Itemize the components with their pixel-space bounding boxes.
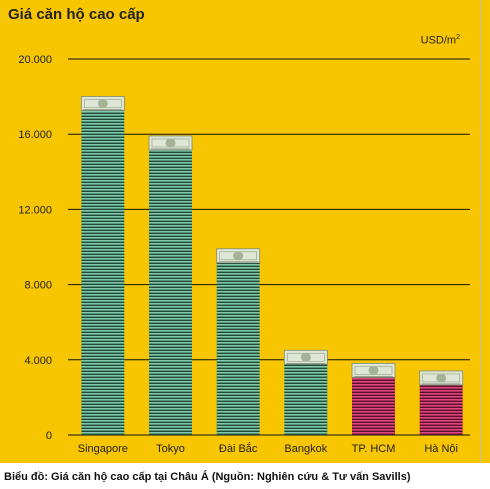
x-tick-label: TP. HCM xyxy=(352,443,396,455)
unit-text: USD/m xyxy=(420,34,457,47)
unit-superscript: 2 xyxy=(456,34,460,41)
y-tick-label: 16.000 xyxy=(18,129,52,141)
x-tick-label: Tokyo xyxy=(156,443,185,455)
y-tick-label: 8.000 xyxy=(24,280,52,292)
x-tick-label: Singapore xyxy=(78,443,128,455)
divider xyxy=(481,0,482,463)
chart-panel: Giá căn hộ cao cấp USD/m2 0 4.000 8.000 12.… xyxy=(0,0,490,463)
chart-caption: Biểu đồ: Giá căn hộ cao cấp tại Châu Á (… xyxy=(4,471,411,483)
y-tick-label: 4.000 xyxy=(24,355,52,367)
unit-label: USD/m2 xyxy=(421,34,460,47)
x-tick-label: Hà Nội xyxy=(424,443,458,455)
x-tick-label: Bangkok xyxy=(284,443,327,455)
dollar-bill-icon xyxy=(216,248,261,264)
dollar-bill-icon xyxy=(148,135,193,151)
dollar-bill-icon xyxy=(283,349,328,365)
dollar-bill-icon xyxy=(351,363,396,378)
bar-chart: 0 4.000 8.000 12.000 16.000 20.000 Singapore To… xyxy=(18,54,470,455)
y-tick-label: 0 xyxy=(46,430,52,442)
y-tick-label: 12.000 xyxy=(18,204,52,216)
y-tick-label: 20.000 xyxy=(18,54,52,66)
x-tick-label: Đài Bắc xyxy=(219,442,258,455)
bar xyxy=(149,137,192,435)
dollar-bill-icon xyxy=(419,370,464,386)
chart-title: Giá căn hộ cao cấp xyxy=(8,6,145,23)
dollar-bill-icon xyxy=(80,96,125,111)
bar xyxy=(81,98,125,435)
bar xyxy=(284,352,328,435)
bar xyxy=(216,250,260,435)
